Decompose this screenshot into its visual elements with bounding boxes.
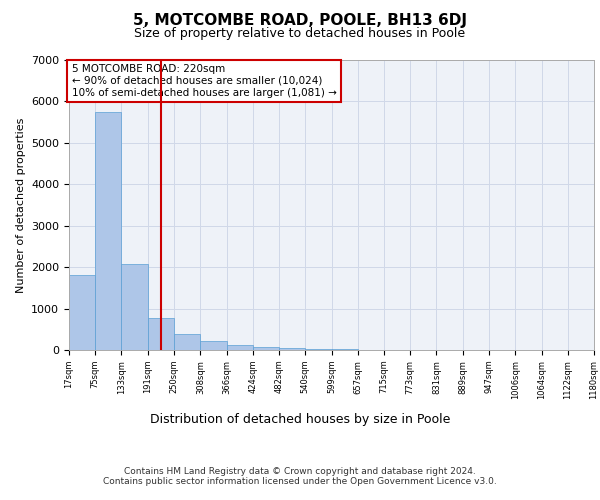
Bar (148, 318, 174, 350)
Text: Size of property relative to detached houses in Poole: Size of property relative to detached ho… (134, 28, 466, 40)
Y-axis label: Number of detached properties: Number of detached properties (16, 118, 26, 292)
Text: 5 MOTCOMBE ROAD: 220sqm
← 90% of detached houses are smaller (10,024)
10% of sem: 5 MOTCOMBE ROAD: 220sqm ← 90% of detache… (71, 64, 337, 98)
Text: 5, MOTCOMBE ROAD, POOLE, BH13 6DJ: 5, MOTCOMBE ROAD, POOLE, BH13 6DJ (133, 12, 467, 28)
Bar (95, 112, 121, 350)
Text: Contains HM Land Registry data © Crown copyright and database right 2024.: Contains HM Land Registry data © Crown c… (124, 468, 476, 476)
Bar (174, 334, 200, 350)
Bar (253, 347, 279, 350)
Bar (69, 276, 95, 350)
Bar (121, 264, 148, 350)
Text: Contains public sector information licensed under the Open Government Licence v3: Contains public sector information licen… (103, 478, 497, 486)
Bar (305, 348, 332, 350)
Bar (279, 348, 305, 350)
Text: Distribution of detached houses by size in Poole: Distribution of detached houses by size … (150, 412, 450, 426)
Bar (200, 342, 227, 350)
Bar (227, 346, 253, 350)
